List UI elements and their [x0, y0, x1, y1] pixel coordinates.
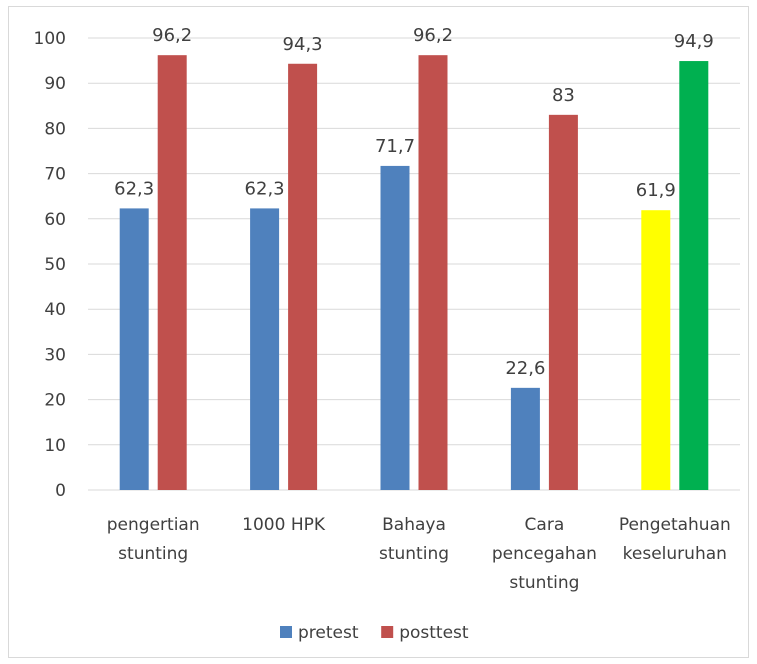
- bar-pretest: [641, 210, 671, 490]
- bar-pretest: [250, 208, 280, 491]
- legend-swatch-posttest: [381, 626, 394, 638]
- y-tick-label: 0: [55, 481, 66, 501]
- legend-label-pretest: pretest: [298, 623, 359, 643]
- category-label: pencegahan: [492, 544, 597, 564]
- category-label: 1000 HPK: [242, 515, 326, 535]
- bars: [119, 55, 709, 491]
- bar-pretest: [380, 165, 410, 490]
- y-tick-label: 20: [44, 391, 66, 411]
- category-label: Cara: [525, 515, 565, 535]
- data-label-pretest: 62,3: [245, 178, 285, 199]
- data-label-pretest: 62,3: [114, 178, 154, 199]
- category-label: stunting: [118, 544, 188, 564]
- data-label-posttest: 96,2: [413, 25, 453, 46]
- bar-pretest: [119, 208, 149, 491]
- y-tick-label: 10: [44, 436, 66, 456]
- bar-posttest: [418, 55, 448, 491]
- category-label: Bahaya: [382, 515, 446, 535]
- data-label-posttest: 83: [552, 85, 575, 106]
- y-tick-label: 50: [44, 255, 66, 275]
- data-labels: 62,3 96,2 62,3 94,3 71,7 96,2 22,6 83 61,9 94,9: [114, 25, 714, 379]
- category-label: stunting: [379, 544, 449, 564]
- category-label: keseluruhan: [623, 544, 727, 564]
- data-label-posttest: 94,3: [283, 34, 323, 55]
- data-label-pretest: 61,9: [636, 180, 676, 201]
- category-label: stunting: [509, 573, 579, 593]
- data-label-pretest: 22,6: [505, 358, 545, 379]
- y-tick-label: 80: [44, 119, 66, 139]
- legend: pretest posttest: [280, 623, 469, 643]
- bar-pretest: [510, 387, 540, 490]
- y-tick-label: 90: [44, 74, 66, 94]
- y-axis-tick-labels: 0 10 20 30 40 50 60 70 80 90 100: [34, 29, 66, 501]
- y-tick-label: 30: [44, 345, 66, 365]
- y-tick-label: 70: [44, 165, 66, 185]
- legend-swatch-pretest: [280, 626, 292, 638]
- category-label: Pengetahuan: [619, 515, 731, 535]
- bar-posttest: [548, 114, 578, 490]
- bar-posttest: [679, 61, 709, 490]
- bar-posttest: [157, 55, 187, 491]
- data-label-pretest: 71,7: [375, 136, 415, 157]
- category-labels: pengertian stunting 1000 HPK Bahaya stunting…: [107, 515, 731, 593]
- y-tick-label: 60: [44, 210, 66, 230]
- category-label: pengertian: [107, 515, 200, 535]
- bar-posttest: [288, 63, 318, 490]
- data-label-posttest: 94,9: [674, 31, 714, 52]
- legend-label-posttest: posttest: [399, 623, 469, 643]
- y-tick-label: 100: [34, 29, 66, 49]
- gridlines: [88, 37, 740, 491]
- y-tick-label: 40: [44, 300, 66, 320]
- data-label-posttest: 96,2: [152, 25, 192, 46]
